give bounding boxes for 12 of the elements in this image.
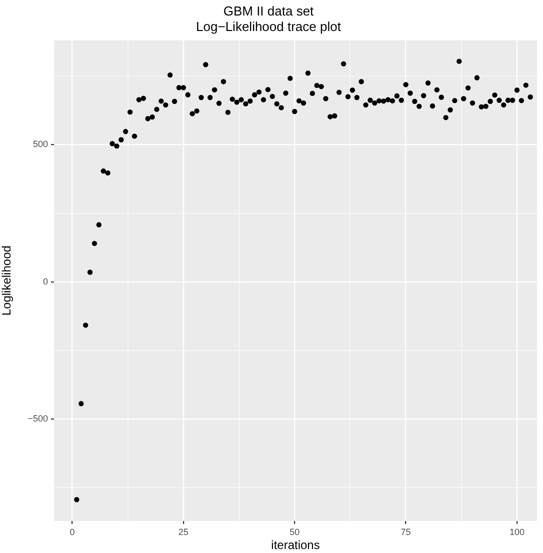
- x-tick-label: 25: [178, 526, 188, 537]
- y-axis-title: Loglikelihood: [0, 246, 14, 316]
- x-tick-label: 100: [509, 526, 524, 537]
- x-tick-label: 75: [400, 526, 411, 537]
- x-tick-label: 0: [70, 526, 75, 537]
- y-tick-label: −500: [28, 413, 48, 424]
- text: Log−Likelihood trace plot: [196, 18, 341, 34]
- y-tick-label: 500: [32, 139, 48, 150]
- text: GBM II data set: [223, 3, 314, 18]
- x-axis-title: iterations: [271, 538, 320, 552]
- x-tick-label: 50: [290, 526, 300, 537]
- y-tick-label: 0: [42, 276, 48, 286]
